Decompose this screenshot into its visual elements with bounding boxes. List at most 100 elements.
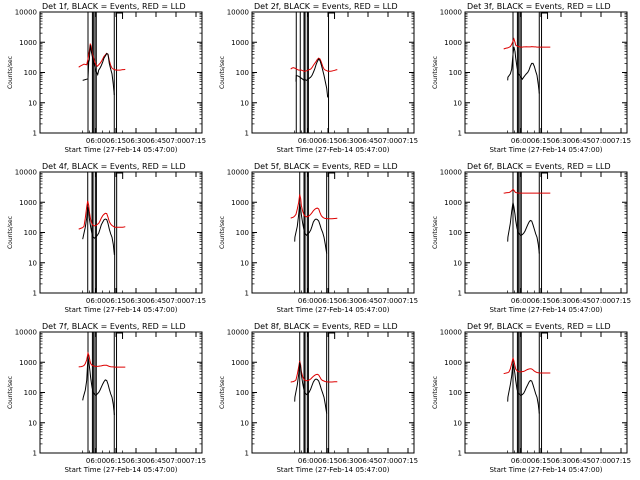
y-tick-label: 100 (236, 69, 249, 77)
y-tick-label: 10 (240, 259, 249, 267)
x-tick-label: 06:00 (298, 297, 318, 305)
x-axis-label: Start Time (27-Feb-14 05:47:00) (276, 306, 389, 314)
x-tick-label: 06:00 (298, 457, 318, 465)
x-tick-label: 06:45 (571, 297, 591, 305)
y-tick-label: 10 (28, 419, 37, 427)
plot-frame (464, 171, 628, 294)
interval-bracket-marker (541, 12, 549, 19)
panel-title: Det 2f, BLACK = Events, RED = LLD (254, 2, 398, 11)
x-tick-label: 06:30 (551, 297, 571, 305)
y-tick-label: 10000 (440, 9, 462, 17)
y-tick-label: 10000 (440, 169, 462, 177)
x-tick-label: 06:45 (571, 457, 591, 465)
panel-title: Det 1f, BLACK = Events, RED = LLD (42, 2, 186, 11)
y-tick-label: 1000 (444, 39, 462, 47)
y-tick-label: 1 (458, 130, 462, 138)
y-tick-label: 10 (240, 99, 249, 107)
plot-frame (251, 331, 415, 454)
panel-title: Det 4f, BLACK = Events, RED = LLD (42, 162, 186, 171)
interval-bracket-marker (116, 12, 124, 19)
x-tick-label: 06:00 (86, 297, 106, 305)
y-axis-label: Counts/sec (219, 376, 226, 409)
y-tick-label: 1 (458, 450, 462, 458)
x-tick-label: 07:15 (186, 297, 206, 305)
x-tick-label: 06:00 (86, 137, 106, 145)
x-tick-label: 06:30 (338, 457, 358, 465)
x-tick-label: 06:00 (511, 457, 531, 465)
detector-panel: Det 3f, BLACK = Events, RED = LLD 1 10 100 1… (432, 2, 631, 154)
x-tick-label: 07:00 (591, 457, 611, 465)
y-tick-label: 1000 (444, 359, 462, 367)
lld-series-red (78, 200, 126, 230)
x-tick-label: 06:00 (511, 137, 531, 145)
y-tick-label: 1 (33, 130, 37, 138)
x-tick-label: 06:30 (126, 297, 146, 305)
x-tick-label: 07:00 (166, 137, 186, 145)
y-axis-label: Counts/sec (7, 376, 14, 409)
y-tick-label: 10000 (15, 329, 37, 337)
x-tick-label: 06:30 (126, 137, 146, 145)
y-tick-label: 10000 (227, 329, 249, 337)
x-tick-label: 07:00 (378, 457, 398, 465)
events-series-black (82, 206, 115, 256)
x-tick-label: 06:30 (338, 297, 358, 305)
y-tick-label: 10000 (15, 169, 37, 177)
events-series-black (507, 362, 540, 414)
x-axis-label: Start Time (27-Feb-14 05:47:00) (489, 146, 602, 154)
interval-bracket-marker (328, 12, 336, 19)
x-tick-label: 06:45 (146, 457, 166, 465)
y-tick-label: 1 (245, 130, 249, 138)
x-tick-label: 07:15 (611, 137, 631, 145)
interval-bracket-marker (328, 172, 336, 179)
x-axis-label: Start Time (27-Feb-14 05:47:00) (64, 306, 177, 314)
x-tick-label: 06:15 (531, 297, 551, 305)
x-tick-label: 06:30 (126, 457, 146, 465)
interval-bracket-marker (541, 332, 549, 339)
x-tick-label: 06:00 (86, 457, 106, 465)
lld-series-red (290, 360, 338, 383)
y-tick-label: 10 (453, 99, 462, 107)
x-tick-label: 07:15 (611, 297, 631, 305)
x-tick-label: 07:15 (186, 457, 206, 465)
y-axis-label: Counts/sec (7, 216, 14, 249)
x-tick-label: 06:15 (318, 137, 338, 145)
detector-panel: Det 6f, BLACK = Events, RED = LLD 1 10 100 1… (432, 162, 631, 314)
panel-title: Det 3f, BLACK = Events, RED = LLD (467, 2, 611, 11)
interval-bracket-marker (116, 172, 124, 179)
y-tick-label: 10 (240, 419, 249, 427)
x-tick-label: 06:30 (338, 137, 358, 145)
x-tick-label: 07:00 (378, 297, 398, 305)
panel-title: Det 6f, BLACK = Events, RED = LLD (467, 162, 611, 171)
x-axis-label: Start Time (27-Feb-14 05:47:00) (489, 466, 602, 474)
y-tick-label: 1000 (19, 359, 37, 367)
y-tick-label: 1000 (231, 199, 249, 207)
y-tick-label: 1 (458, 290, 462, 298)
y-tick-label: 100 (24, 389, 37, 397)
x-tick-label: 07:00 (378, 137, 398, 145)
x-tick-label: 06:45 (358, 297, 378, 305)
detector-panel: Det 1f, BLACK = Events, RED = LLD 1 10 100 1… (7, 2, 206, 154)
x-tick-label: 06:15 (106, 297, 126, 305)
y-tick-label: 10000 (227, 169, 249, 177)
y-tick-label: 1 (245, 450, 249, 458)
x-tick-label: 06:15 (318, 297, 338, 305)
events-series-black (82, 356, 115, 416)
y-tick-label: 10000 (227, 9, 249, 17)
events-series-black (507, 202, 540, 254)
y-tick-label: 100 (449, 229, 462, 237)
y-axis-label: Counts/sec (432, 56, 439, 89)
x-tick-label: 07:15 (398, 137, 418, 145)
lld-series-red (290, 57, 338, 72)
lld-series-red (78, 351, 126, 368)
y-tick-label: 10 (28, 259, 37, 267)
y-tick-label: 10 (453, 259, 462, 267)
x-tick-label: 06:45 (358, 137, 378, 145)
y-tick-label: 10000 (15, 9, 37, 17)
y-tick-label: 100 (449, 389, 462, 397)
detector-panel: Det 2f, BLACK = Events, RED = LLD 1 10 100 1… (219, 2, 418, 154)
x-tick-label: 07:15 (398, 297, 418, 305)
events-series-black (507, 46, 540, 94)
lld-series-red (503, 188, 551, 194)
panel-title: Det 5f, BLACK = Events, RED = LLD (254, 162, 398, 171)
